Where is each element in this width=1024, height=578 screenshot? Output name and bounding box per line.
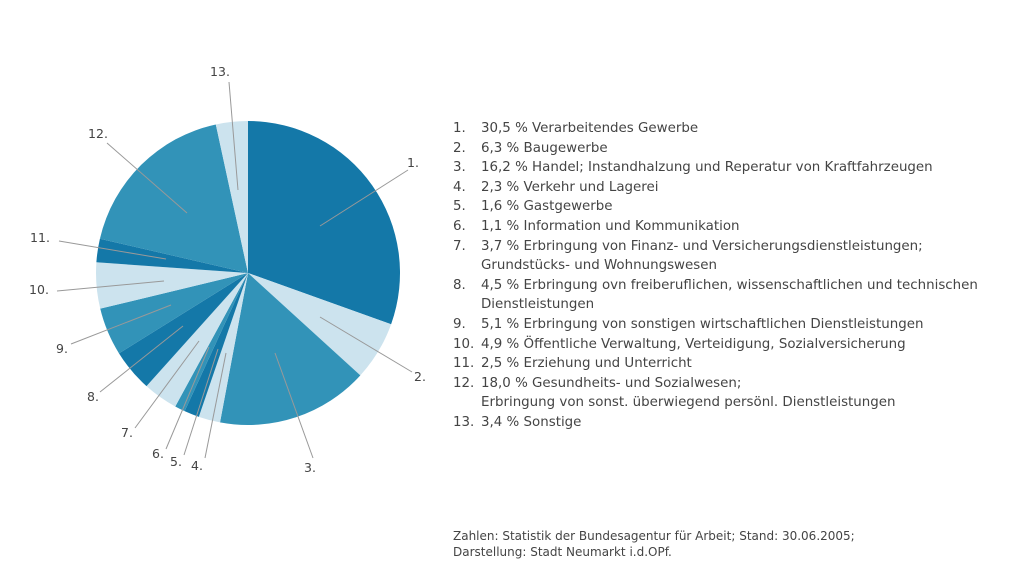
legend-text: 30,5 % Verarbeitendes Gewerbe	[481, 121, 699, 136]
legend-item-13: 13. 3,4 % Sonstige	[453, 413, 978, 433]
pie-slice-9	[100, 273, 249, 354]
legend-text: 18,0 % Gesundheits- und Sozialwesen; Erb…	[481, 375, 896, 411]
slice-label-7: 7.	[121, 425, 133, 440]
legend-item-4: 4. 2,3 % Verkehr und Lagerei	[453, 178, 978, 198]
pie-slice-4	[198, 273, 248, 423]
legend-item-2: 2. 6,3 % Baugewerbe	[453, 139, 978, 159]
slice-label-8: 8.	[87, 389, 99, 404]
leader-line-9	[70, 304, 172, 345]
legend-item-1: 1. 30,5 % Verarbeitendes Gewerbe	[453, 119, 978, 139]
legend-text: 3,7 % Erbringung von Finanz- und Versich…	[481, 238, 923, 274]
leader-line-3	[274, 352, 314, 459]
legend-number: 5.	[453, 199, 466, 215]
legend-number: 8.	[453, 277, 466, 293]
legend-item-9: 9. 5,1 % Erbringung von sonstigen wirtsch…	[453, 315, 978, 335]
leader-line-12	[106, 142, 188, 214]
legend-text: 3,4 % Sonstige	[481, 414, 582, 430]
legend-text: 6,3 % Baugewerbe	[481, 140, 608, 156]
leader-line-2	[319, 316, 413, 373]
pie-slice-11	[96, 238, 248, 273]
legend-text: 2,5 % Erziehung und Unterricht	[481, 356, 692, 372]
source-line-1: Zahlen: Statistik der Bundesagentur für …	[453, 529, 855, 543]
leader-line-8	[99, 325, 184, 393]
slice-label-4: 4.	[191, 458, 203, 473]
legend-item-6: 6. 1,1 % Information und Kommunikation	[453, 217, 978, 237]
source-note: Zahlen: Statistik der Bundesagentur für …	[453, 528, 855, 560]
legend-text: 1,6 % Gastgewerbe	[481, 199, 613, 215]
pie-slice-3	[220, 273, 361, 425]
legend-text: 1,1 % Information und Kommunikation	[481, 218, 740, 234]
source-line-2: Darstellung: Stadt Neumarkt i.d.OPf.	[453, 545, 672, 559]
pie-slice-8	[118, 273, 248, 387]
pie-slice-7	[146, 273, 248, 407]
legend: 1. 30,5 % Verarbeitendes Gewerbe 2. 6,3 % B…	[453, 119, 978, 433]
legend-number: 11.	[453, 356, 475, 372]
pie-slice-10	[95, 262, 248, 309]
leader-line-11	[58, 240, 167, 260]
leader-line-5	[183, 348, 219, 456]
legend-text: 4,5 % Erbringung ovn freiberuflichen, wi…	[481, 277, 978, 313]
leader-line-7	[134, 340, 200, 429]
slice-label-3: 3.	[304, 460, 316, 475]
pie-slice-5	[184, 273, 248, 417]
legend-item-8: 8. 4,5 % Erbringung ovn freiberuflichen, …	[453, 276, 978, 315]
leader-line-1	[319, 169, 409, 227]
legend-number: 6.	[453, 218, 466, 234]
legend-number: 9.	[453, 316, 466, 332]
leader-line-6	[165, 346, 210, 450]
legend-item-11: 11. 2,5 % Erziehung und Unterricht	[453, 354, 978, 374]
pie-slice-6	[175, 273, 248, 412]
legend-item-10: 10. 4,9 % Öffentliche Verwaltung, Verteid…	[453, 335, 978, 355]
legend-number: 2.	[453, 140, 466, 156]
slice-label-1: 1.	[407, 155, 419, 170]
pie-slice-2	[248, 273, 392, 376]
slice-label-2: 2.	[414, 369, 426, 384]
pie-slice-1	[248, 121, 400, 325]
legend-text: 4,9 % Öffentliche Verwaltung, Verteidigu…	[481, 336, 906, 352]
legend-number: 7.	[453, 238, 466, 254]
pie-slice-13	[215, 121, 248, 273]
slice-label-5: 5.	[170, 454, 182, 469]
legend-number: 1.	[453, 121, 466, 136]
slice-label-12: 12.	[88, 126, 108, 141]
slice-label-11: 11.	[30, 230, 50, 245]
legend-number: 13.	[453, 414, 475, 430]
legend-item-5: 5. 1,6 % Gastgewerbe	[453, 197, 978, 217]
leader-line-13	[228, 81, 239, 191]
legend-text: 16,2 % Handel; Instandhalzung und Repera…	[481, 160, 933, 176]
legend-text: 2,3 % Verkehr und Lagerei	[481, 179, 659, 195]
legend-item-7: 7. 3,7 % Erbringung von Finanz- und Versi…	[453, 237, 978, 276]
legend-number: 12.	[453, 375, 475, 391]
leader-line-4	[204, 352, 227, 459]
slice-label-10: 10.	[29, 282, 49, 297]
slice-label-13: 13.	[210, 64, 230, 79]
legend-text: 5,1 % Erbringung von sonstigen wirtschaf…	[481, 316, 924, 332]
legend-number: 3.	[453, 160, 466, 176]
legend-number: 10.	[453, 336, 475, 352]
leader-line-10	[56, 280, 165, 292]
legend-item-12: 12. 18,0 % Gesundheits- und Sozialwesen; …	[453, 374, 978, 413]
pie-slice-12	[99, 124, 248, 274]
legend-number: 4.	[453, 179, 466, 195]
slice-label-6: 6.	[152, 446, 164, 461]
legend-item-3: 3. 16,2 % Handel; Instandhalzung und Repe…	[453, 158, 978, 178]
slice-label-9: 9.	[56, 341, 68, 356]
